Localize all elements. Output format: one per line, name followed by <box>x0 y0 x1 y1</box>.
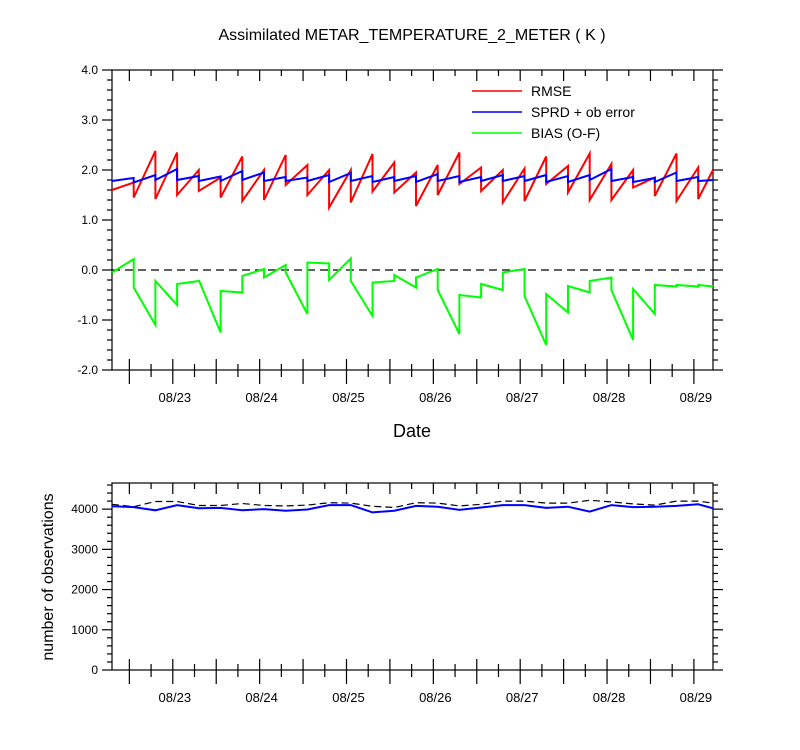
x-tick-label: 08/26 <box>419 390 452 405</box>
chart-title: Assimilated METAR_TEMPERATURE_2_METER ( … <box>218 27 605 44</box>
x-tick-label: 08/23 <box>159 390 192 405</box>
y-tick-label: 0.0 <box>81 263 98 277</box>
y-tick-label: 0 <box>91 663 98 677</box>
bottom-plot-area: 08/23 08/24 08/25 08/26 08/27 08/28 08/29 0 1000… <box>71 482 723 705</box>
x-tick-label: 08/27 <box>506 690 539 705</box>
y-tick-label: 2000 <box>71 583 98 597</box>
x-tick-label: 08/28 <box>593 390 626 405</box>
y-tick-label: 1.0 <box>81 213 98 227</box>
y-tick-label: 2.0 <box>81 163 98 177</box>
x-tick-label: 08/27 <box>506 390 539 405</box>
y-tick-label: 1000 <box>71 623 98 637</box>
top-plot-area: 08/23 08/24 08/25 08/26 08/27 08/28 08/29 -2.0 -… <box>77 63 723 405</box>
legend-label: SPRD + ob error <box>531 104 635 120</box>
series-line-sprd-ob-error <box>111 167 714 184</box>
series-line-bias-o-f- <box>111 256 714 346</box>
plot-frame-1 <box>111 482 714 671</box>
x-tick-label: 08/25 <box>332 690 365 705</box>
x-tick-label: 08/26 <box>419 690 452 705</box>
y-tick-label: -2.0 <box>77 363 98 377</box>
x-tick-label: 08/23 <box>159 690 192 705</box>
series-line-observations-possible <box>111 499 714 509</box>
x-tick-label: 08/25 <box>332 390 365 405</box>
x-tick-label: 08/29 <box>680 390 713 405</box>
x-tick-label: 08/29 <box>680 690 713 705</box>
series-line-observations-used <box>111 503 714 514</box>
x-tick-label: 08/28 <box>593 690 626 705</box>
legend: RMSE SPRD + ob error BIAS (O-F) <box>472 83 635 141</box>
y-axis-label-bottom: number of observations <box>40 493 57 660</box>
legend-label: RMSE <box>531 83 571 99</box>
y-tick-label: 3.0 <box>81 113 98 127</box>
x-tick-label: 08/24 <box>245 390 278 405</box>
y-tick-label: 4.0 <box>81 63 98 77</box>
x-axis-label: Date <box>393 421 431 441</box>
x-tick-label: 08/24 <box>245 690 278 705</box>
y-tick-label: -1.0 <box>77 313 98 327</box>
y-tick-label: 4000 <box>71 502 98 516</box>
y-tick-label: 3000 <box>71 542 98 556</box>
legend-label: BIAS (O-F) <box>531 125 600 141</box>
